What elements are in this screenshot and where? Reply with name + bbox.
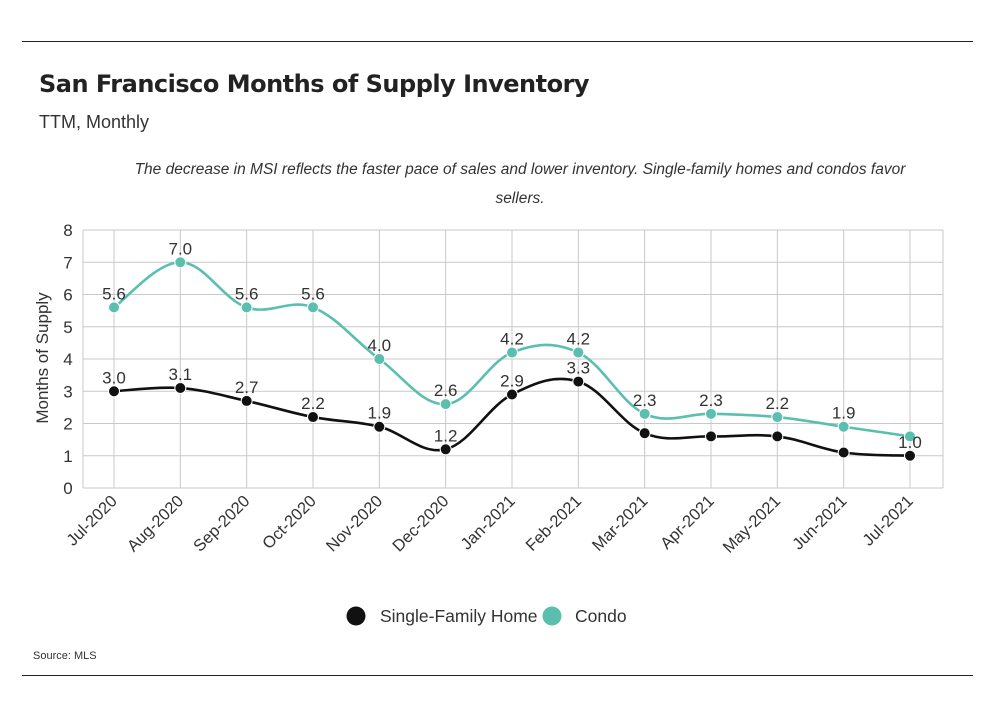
single-family-home-point — [638, 427, 651, 440]
data-labels: 5.6 7.0 5.6 5.6 4.0 2.6 4.2 4.2 2.3 2.3 2.2 1.9 3.0 3… — [102, 239, 922, 452]
y-tick-label: 0 — [63, 479, 72, 498]
top-rule — [22, 41, 973, 42]
single-family-home-point — [506, 388, 518, 401]
condo-data-label: 4.2 — [567, 330, 591, 349]
y-tick-label: 2 — [63, 415, 72, 434]
single-family-home-point — [572, 375, 585, 388]
x-tick-label: Jul-2021 — [859, 492, 916, 549]
chart-subtitle: TTM, Monthly — [39, 112, 150, 132]
condo-point — [108, 301, 120, 314]
x-tick-label: Jun-2021 — [789, 492, 850, 553]
y-tick-label: 1 — [63, 447, 72, 466]
single-family-home-data-label: 1.2 — [434, 426, 458, 445]
condo-point — [439, 398, 452, 411]
x-tick-label: May-2021 — [720, 492, 785, 557]
x-tick-label: Sep-2020 — [190, 492, 253, 555]
condo-data-label: 2.3 — [699, 391, 723, 410]
x-tick-label: Dec-2020 — [389, 492, 452, 555]
y-tick-label: 7 — [63, 253, 72, 272]
single-family-home-data-label: 2.2 — [301, 394, 325, 413]
x-tick-label: Apr-2021 — [657, 492, 718, 553]
condo-point — [705, 407, 717, 420]
condo-data-label: 4.2 — [500, 330, 524, 349]
legend-label-condo: Condo — [575, 606, 627, 626]
bottom-rule — [22, 675, 973, 676]
y-tick-label: 8 — [63, 221, 72, 240]
chart-title: San Francisco Months of Supply Inventory — [39, 70, 590, 98]
x-tick-label: Mar-2021 — [589, 492, 652, 555]
single-family-home-data-label: 2.7 — [235, 378, 259, 397]
y-tick-label: 5 — [63, 318, 72, 337]
condo-point — [506, 346, 518, 359]
single-family-home-data-label: 3.0 — [102, 368, 126, 387]
x-tick-label: Aug-2020 — [124, 492, 187, 555]
series-points — [108, 256, 916, 462]
single-family-home-data-label: 2.9 — [500, 371, 524, 390]
legend-label-single-family-home: Single-Family Home — [380, 606, 538, 626]
condo-data-label: 5.6 — [235, 284, 259, 303]
condo-data-label: 5.6 — [102, 284, 126, 303]
condo-data-label: 2.6 — [434, 381, 458, 400]
single-family-home-point — [240, 394, 253, 407]
condo-data-label: 2.2 — [766, 394, 790, 413]
x-tick-label: Oct-2020 — [259, 492, 320, 553]
x-axis-ticks: Jul-2020 Aug-2020 Sep-2020 Oct-2020 Nov-2020… — [63, 492, 916, 557]
single-family-home-data-label: 1.9 — [368, 404, 392, 423]
condo-point — [638, 407, 651, 420]
single-family-home-point — [771, 430, 784, 443]
source-note: Source: MLS — [33, 650, 97, 662]
y-axis-title: Months of Supply — [33, 292, 52, 424]
x-tick-label: Nov-2020 — [323, 492, 386, 555]
condo-point — [837, 420, 850, 433]
y-tick-label: 3 — [63, 382, 72, 401]
condo-point — [572, 346, 585, 359]
condo-data-label: 4.0 — [368, 336, 392, 355]
single-family-home-data-label: 3.3 — [567, 359, 591, 378]
single-family-home-point — [705, 430, 717, 443]
condo-point — [240, 301, 253, 314]
condo-data-label: 1.9 — [832, 404, 856, 423]
single-family-home-point — [439, 443, 452, 456]
single-family-home-point — [373, 420, 386, 433]
legend-marker-single-family-home — [346, 606, 366, 626]
condo-point — [771, 411, 784, 424]
y-axis-ticks: 0 1 2 3 4 5 6 7 8 — [63, 221, 72, 498]
condo-point — [373, 353, 386, 365]
x-tick-label: Feb-2021 — [522, 492, 585, 555]
legend-marker-condo — [542, 606, 562, 626]
condo-point — [174, 256, 187, 269]
single-family-home-data-label: 1.0 — [898, 433, 922, 452]
chart-annotation: The decrease in MSI reflects the faster … — [134, 161, 906, 207]
condo-data-label: 5.6 — [301, 284, 325, 303]
single-family-home-data-label: 3.1 — [169, 365, 193, 384]
x-tick-label: Jul-2020 — [63, 492, 120, 549]
legend: Single-Family Home Condo — [346, 606, 627, 626]
y-tick-label: 4 — [63, 350, 72, 369]
single-family-home-point — [837, 446, 850, 459]
single-family-home-point — [108, 385, 120, 398]
single-family-home-point — [307, 411, 319, 424]
y-tick-label: 6 — [63, 286, 72, 305]
x-tick-label: Jan-2021 — [457, 492, 518, 553]
condo-data-label: 7.0 — [169, 239, 193, 258]
condo-point — [307, 301, 319, 314]
condo-data-label: 2.3 — [633, 391, 657, 410]
single-family-home-point — [174, 382, 187, 395]
grid — [82, 229, 944, 489]
condo-point — [904, 430, 916, 443]
single-family-home-point — [904, 449, 916, 462]
